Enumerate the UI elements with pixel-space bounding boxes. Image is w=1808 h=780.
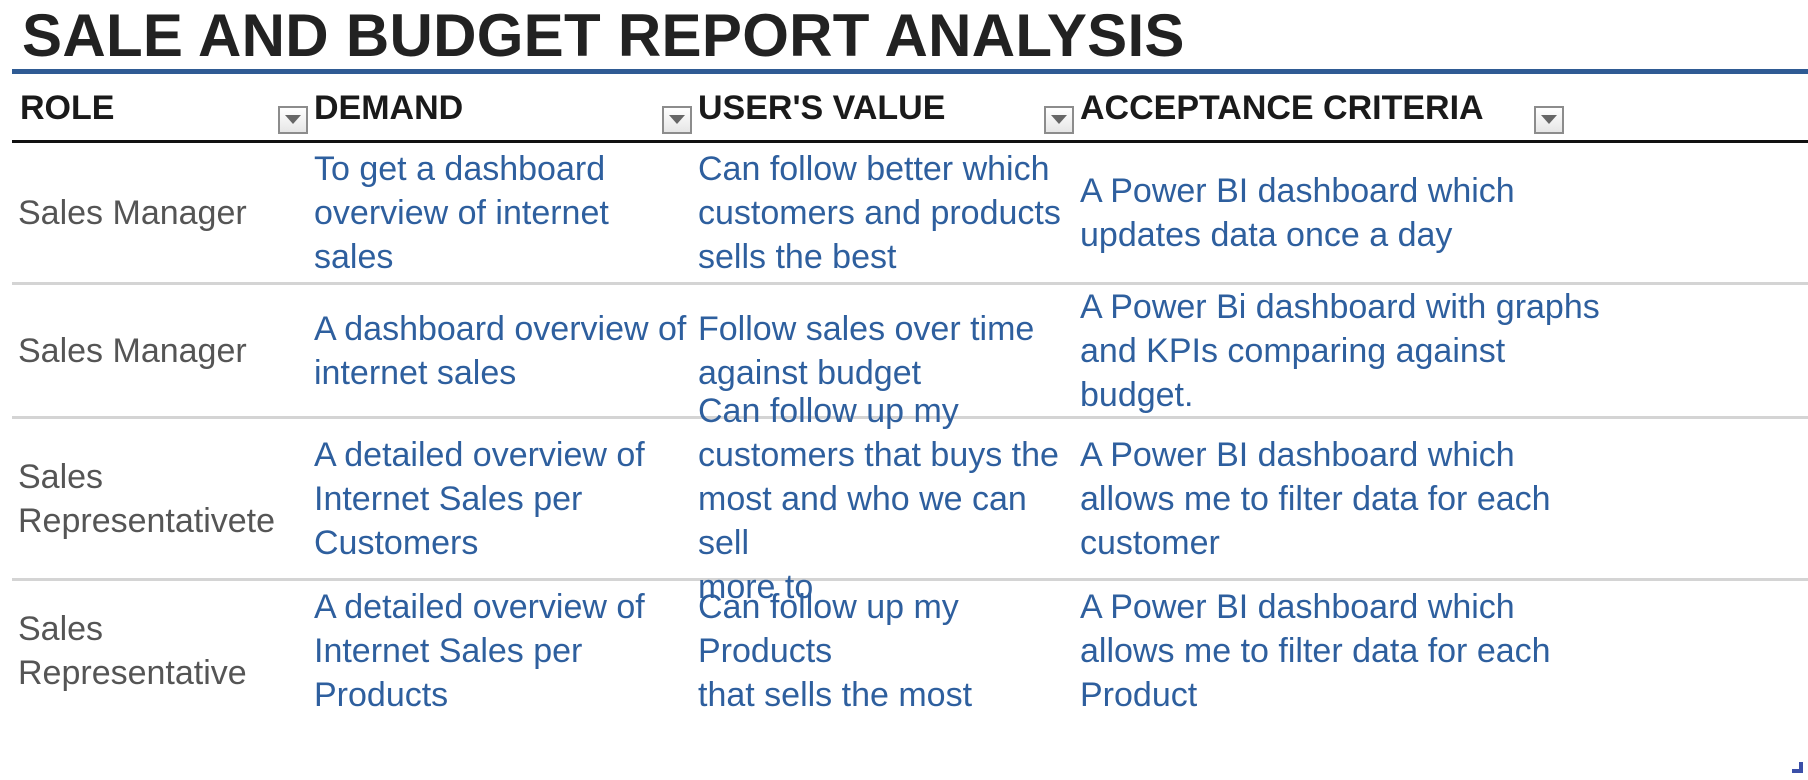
cell-acceptance-criteria: A Power Bi dashboard with graphs and KPIs…	[1080, 285, 1808, 416]
cell-text-line: Customers	[314, 523, 479, 562]
cell-text-line: allows me to filter data for each	[1080, 632, 1551, 670]
cell-text-line: against budget	[698, 353, 922, 392]
table-header-row: ROLE DEMAND USER'S VALUE ACCEPTANCE CRIT…	[12, 74, 1808, 143]
column-header-acceptance-criteria: ACCEPTANCE CRITERIA	[1080, 89, 1484, 127]
column-header-demand: DEMAND	[314, 89, 464, 127]
cell-role: Sales Manager	[18, 285, 308, 416]
cell-text-line: more to	[698, 567, 814, 606]
cell-text-line: internet sales	[314, 353, 517, 392]
cell-text-line: Sales	[18, 457, 104, 496]
dropdown-arrow-icon	[669, 115, 685, 124]
cell-text-line: most and who we can sell	[698, 479, 1027, 562]
cell-text-line: Can follow up my	[698, 391, 959, 430]
cell-text-line: overview of internet sales	[314, 193, 609, 276]
table-body: Sales Manager To get a dashboard overview …	[12, 143, 1808, 721]
cell-text-line: budget.	[1080, 375, 1194, 414]
dropdown-arrow-icon	[285, 115, 301, 124]
resize-handle-icon[interactable]	[1792, 762, 1804, 774]
cell-text-line: Products	[314, 676, 449, 714]
cell-text-line: A detailed overview of	[314, 435, 645, 474]
cell-users-value: Follow sales over time against budget	[698, 285, 1078, 416]
cell-text-line: Internet Sales per	[314, 479, 583, 518]
cell-text-line: customer	[1080, 523, 1220, 562]
cell-text-line: Sales Manager	[18, 331, 247, 370]
cell-acceptance-criteria: A Power BI dashboard which updates data o…	[1080, 143, 1808, 282]
table-row: Sales Manager A dashboard overview of inte…	[12, 285, 1808, 419]
cell-text-line: Can follow better which	[698, 149, 1050, 188]
filter-button-demand[interactable]	[662, 106, 692, 134]
filter-button-role[interactable]	[278, 106, 308, 134]
cell-text-line: A Power Bi dashboard with graphs	[1080, 287, 1600, 326]
cell-demand: A dashboard overview of internet sales	[314, 285, 694, 416]
cell-acceptance-criteria: A Power BI dashboard which allows me to f…	[1080, 419, 1808, 578]
filter-button-users-value[interactable]	[1044, 106, 1074, 134]
cell-role: Sales Representative	[18, 581, 308, 721]
page-title: SALE AND BUDGET REPORT ANALYSIS	[22, 2, 1185, 69]
cell-users-value: Can follow up my customers that buys the m…	[698, 392, 1078, 606]
cell-role: Sales Manager	[18, 143, 308, 282]
cell-acceptance-criteria: A Power BI dashboard which allows me to f…	[1080, 581, 1808, 721]
cell-text-line: A Power BI dashboard which	[1080, 435, 1515, 474]
cell-users-value: Can follow up my Products that sells the …	[698, 581, 1078, 721]
cell-text-line: A Power BI dashboard which	[1080, 588, 1515, 626]
cell-text-line: and KPIs comparing against	[1080, 331, 1506, 370]
cell-demand: A detailed overview of Internet Sales per…	[314, 581, 694, 721]
cell-text-line: Sales Manager	[18, 193, 247, 232]
cell-users-value: Can follow better which customers and pro…	[698, 143, 1078, 282]
cell-text-line: Representativete	[18, 501, 276, 540]
cell-role: Sales Representativete	[18, 419, 308, 578]
table-row: Sales Manager To get a dashboard overview …	[12, 143, 1808, 285]
filter-button-acceptance-criteria[interactable]	[1534, 106, 1564, 134]
column-header-users-value: USER'S VALUE	[698, 89, 946, 127]
cell-text-line: Representative	[18, 654, 247, 692]
cell-text-line: To get a dashboard	[314, 149, 606, 188]
cell-text-line: Follow sales over time	[698, 309, 1035, 348]
cell-text-line: Product	[1080, 676, 1198, 714]
cell-demand: To get a dashboard overview of internet s…	[314, 143, 694, 282]
title-underline	[12, 69, 1808, 74]
cell-text-line: Internet Sales per	[314, 632, 583, 670]
table-row: Sales Representative A detailed overview o…	[12, 581, 1808, 721]
column-header-role: ROLE	[20, 89, 115, 127]
cell-text-line: Can follow up my Products	[698, 588, 959, 670]
table-row: Sales Representativete A detailed overview…	[12, 392, 1808, 606]
cell-text-line: that sells the most	[698, 676, 973, 714]
cell-text-line: sells the best	[698, 237, 897, 276]
requirements-table: ROLE DEMAND USER'S VALUE ACCEPTANCE CRIT…	[12, 74, 1808, 721]
dropdown-arrow-icon	[1051, 115, 1067, 124]
cell-text-line: Sales	[18, 610, 104, 648]
dropdown-arrow-icon	[1541, 115, 1557, 124]
cell-text-line: A Power BI dashboard which	[1080, 171, 1515, 210]
cell-text-line: A dashboard overview of	[314, 309, 687, 348]
cell-text-line: customers that buys the	[698, 435, 1059, 474]
cell-demand: A detailed overview of Internet Sales per…	[314, 419, 694, 578]
cell-text-line: allows me to filter data for each	[1080, 479, 1551, 518]
cell-text-line: updates data once a day	[1080, 215, 1453, 254]
cell-text-line: customers and products	[698, 193, 1061, 232]
cell-text-line: A detailed overview of	[314, 588, 645, 626]
